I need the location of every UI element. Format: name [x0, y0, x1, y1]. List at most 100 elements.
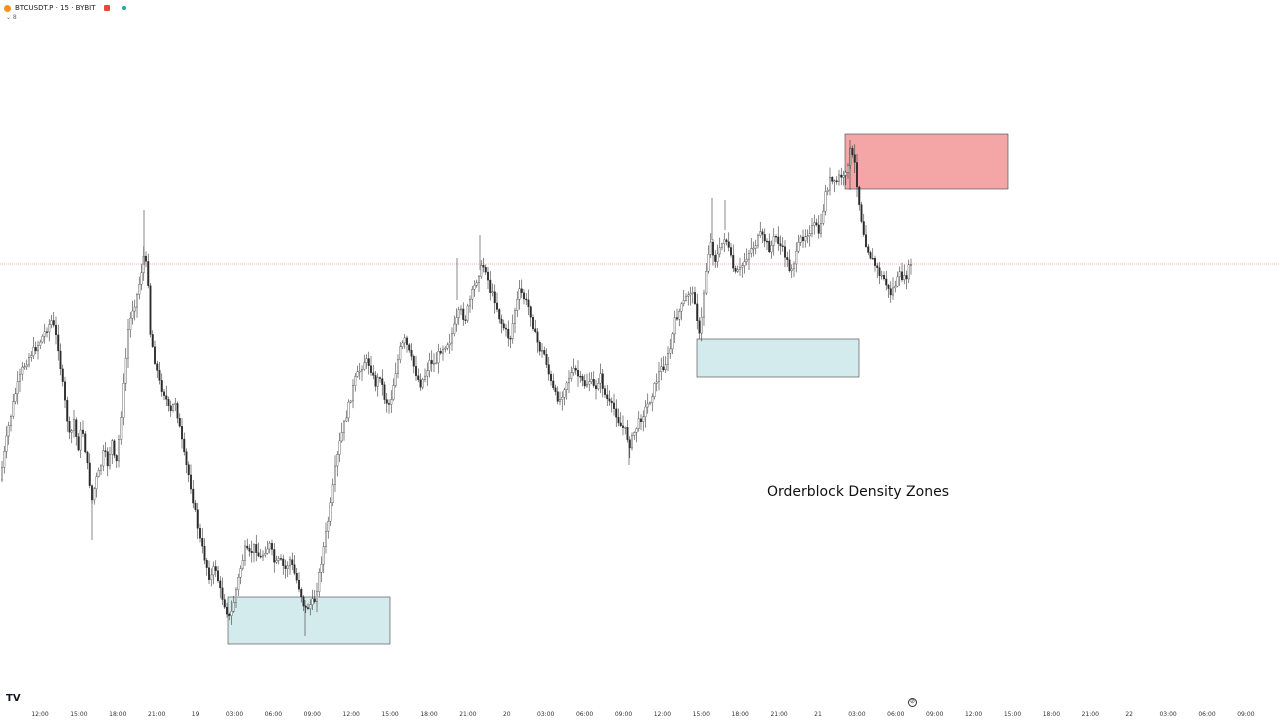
- bullish-candle: [140, 272, 143, 285]
- bearish-candle: [187, 464, 190, 476]
- symbol-header[interactable]: BTCUSDT.P · 15 · BYBIT: [4, 2, 126, 14]
- bullish-candle: [93, 488, 96, 501]
- bearish-candle: [493, 291, 496, 304]
- bearish-candle: [388, 403, 390, 405]
- bullish-candle: [565, 382, 568, 391]
- bearish-candle: [608, 398, 611, 402]
- bullish-candle: [826, 189, 829, 192]
- bullish-candle: [253, 544, 255, 554]
- collapse-legend-button[interactable]: ⌄ 8: [6, 14, 17, 21]
- bullish-candle: [642, 416, 645, 423]
- bearish-candle: [385, 399, 388, 404]
- time-tick-label: 12:00: [31, 711, 49, 718]
- bearish-candle: [867, 246, 870, 253]
- time-tick-label: 09:00: [303, 711, 321, 718]
- bullish-candle: [331, 484, 334, 503]
- bearish-orderblock-zone: [844, 133, 1009, 190]
- bearish-candle: [185, 451, 188, 465]
- bullish-candle: [95, 476, 98, 489]
- bullish-candle: [239, 568, 242, 578]
- bullish-candle: [210, 574, 213, 580]
- bearish-candle: [379, 377, 381, 379]
- bearish-candle: [295, 573, 298, 581]
- market-status-icon: [121, 6, 126, 10]
- time-axis[interactable]: 12:00 15:00 18:00 21:00 19 03:00 06:00 09:00 12:…: [0, 710, 1280, 720]
- bearish-candle: [883, 275, 885, 280]
- bearish-candle: [462, 308, 465, 320]
- bullish-candle: [847, 165, 849, 173]
- bullish-candle: [570, 372, 573, 379]
- bullish-candle: [266, 548, 269, 554]
- bullish-candle: [808, 233, 811, 237]
- bullish-candle: [896, 276, 899, 287]
- bearish-candle: [617, 417, 620, 424]
- time-tick-label: 18:00: [731, 711, 749, 718]
- bullish-candle: [340, 431, 343, 442]
- time-tick-label: 06:00: [264, 711, 283, 718]
- bearish-candle: [536, 331, 539, 343]
- bullish-candle: [811, 225, 813, 234]
- bullish-candle: [232, 601, 235, 612]
- time-tick-label: 03:00: [537, 711, 555, 718]
- tradingview-logo[interactable]: TV: [6, 693, 21, 704]
- bullish-candle: [343, 420, 345, 433]
- bearish-candle: [865, 234, 867, 247]
- bullish-candle: [700, 316, 703, 334]
- bullish-candle: [894, 285, 897, 289]
- bullish-candle: [736, 269, 739, 272]
- bullish-candle: [649, 402, 651, 405]
- bearish-candle: [203, 546, 206, 561]
- bullish-candle: [624, 427, 627, 429]
- bearish-candle: [545, 353, 548, 365]
- bearish-candle: [761, 231, 764, 235]
- bullish-candle: [838, 174, 840, 182]
- bullish-candle: [563, 389, 566, 398]
- bullish-candle: [354, 376, 357, 386]
- bullish-candle: [689, 293, 692, 296]
- bearish-candle: [610, 400, 613, 404]
- bullish-candle: [514, 310, 516, 324]
- bullish-candle: [111, 440, 114, 455]
- bullish-candle: [660, 366, 663, 372]
- bullish-candle: [322, 546, 325, 565]
- bearish-candle: [529, 306, 532, 318]
- bullish-candle: [678, 311, 681, 320]
- bearish-candle: [525, 298, 528, 301]
- bullish-candle: [7, 425, 10, 437]
- bullish-candle: [829, 177, 831, 191]
- bullish-candle: [824, 191, 827, 212]
- bullish-candle: [3, 451, 6, 468]
- bearish-candle: [246, 545, 249, 549]
- symbol-label[interactable]: BTCUSDT.P · 15 · BYBIT: [15, 4, 96, 12]
- bearish-candle: [727, 241, 730, 248]
- bearish-candle: [489, 279, 492, 293]
- bullish-candle: [637, 418, 640, 429]
- bullish-candle: [718, 247, 721, 255]
- bullish-candle: [403, 337, 406, 344]
- bullish-candle: [327, 521, 330, 532]
- bearish-candle: [698, 320, 701, 334]
- bearish-candle: [622, 425, 624, 428]
- bullish-candle: [102, 450, 105, 467]
- bearish-candle: [781, 245, 784, 248]
- bullish-candle: [748, 253, 750, 260]
- time-tick-label: 12:00: [964, 711, 983, 718]
- exchange-icon: [103, 5, 110, 11]
- bearish-candle: [374, 375, 377, 387]
- time-tick-label: 18:00: [420, 711, 438, 718]
- compass-icon[interactable]: ⊘: [908, 698, 917, 707]
- bearish-candle: [259, 555, 262, 558]
- bearish-candle: [802, 236, 804, 242]
- bearish-candle: [766, 240, 768, 243]
- bearish-candle: [280, 558, 282, 560]
- bearish-candle: [199, 528, 201, 539]
- bullish-candle: [635, 428, 638, 433]
- bearish-candle: [581, 376, 584, 381]
- bullish-candle: [320, 564, 323, 573]
- bullish-candle: [572, 368, 575, 373]
- bearish-candle: [75, 419, 78, 437]
- bullish-candle: [174, 403, 177, 405]
- bearish-candle: [862, 221, 865, 235]
- chart-annotation: Orderblock Density Zones: [767, 484, 949, 500]
